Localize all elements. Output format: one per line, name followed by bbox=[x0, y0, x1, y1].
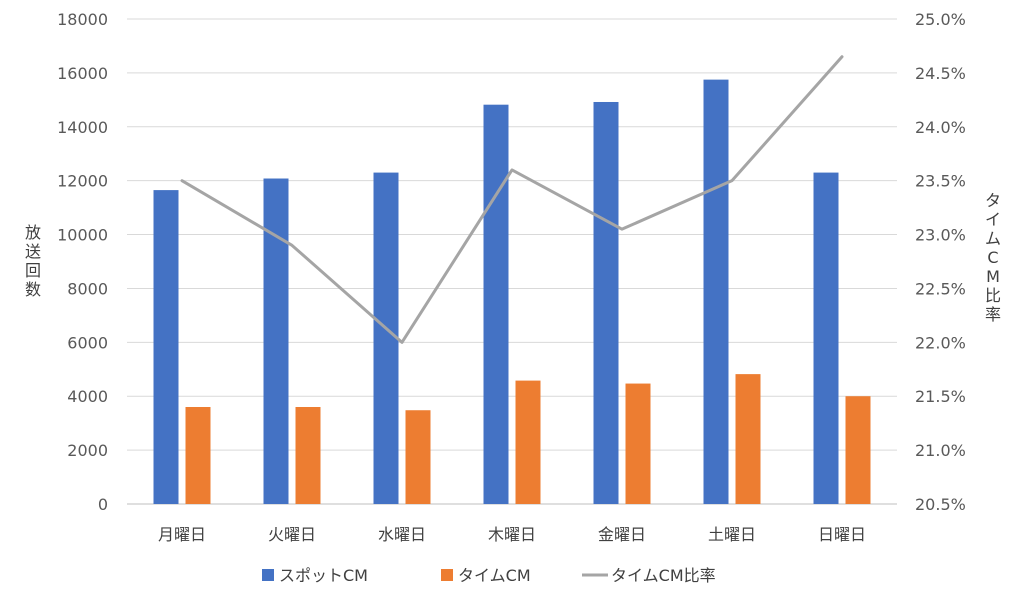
legend-label: タイムCM bbox=[458, 566, 531, 585]
gridlines bbox=[127, 18, 897, 505]
left-tick-label: 6000 bbox=[67, 333, 108, 352]
left-tick-label: 2000 bbox=[67, 441, 108, 460]
right-tick-label: 25.0% bbox=[915, 10, 966, 29]
category-label: 日曜日 bbox=[818, 525, 866, 544]
bar-spot-cm-2 bbox=[373, 172, 399, 505]
legend-item-time-cm-ratio[interactable]: タイムCM比率 bbox=[582, 566, 716, 585]
left-tick-label: 16000 bbox=[57, 64, 108, 83]
legend-item-time-cm[interactable]: タイムCM bbox=[441, 566, 531, 585]
bar-spot-cm-6 bbox=[813, 172, 839, 505]
bar-time-cm-2 bbox=[405, 410, 431, 504]
right-tick-label: 24.5% bbox=[915, 64, 966, 83]
bar-time-cm-1 bbox=[295, 407, 321, 504]
left-tick-label: 0 bbox=[98, 495, 108, 514]
bar-time-cm-3 bbox=[515, 380, 541, 504]
left-axis-ticks: 0 2000 4000 6000 8000 10000 12000 14000 16000 180… bbox=[57, 10, 108, 514]
right-tick-label: 23.5% bbox=[915, 172, 966, 191]
left-tick-label: 4000 bbox=[67, 387, 108, 406]
bar-time-cm-5 bbox=[735, 374, 761, 504]
category-label: 木曜日 bbox=[488, 525, 536, 544]
bar-spot-cm-5 bbox=[703, 79, 729, 504]
legend-swatch bbox=[441, 569, 453, 581]
left-axis-title-text: 放送回数 bbox=[25, 223, 41, 299]
right-tick-label: 24.0% bbox=[915, 118, 966, 137]
bar-spot-cm-0 bbox=[153, 190, 179, 504]
legend[interactable]: スポットCM タイムCM タイムCM比率 bbox=[262, 566, 716, 585]
category-label: 土曜日 bbox=[708, 525, 756, 544]
bar-spot-cm-1 bbox=[263, 178, 289, 504]
category-label: 水曜日 bbox=[378, 525, 426, 544]
left-tick-label: 8000 bbox=[67, 279, 108, 298]
ratio-line bbox=[180, 55, 844, 344]
bar-time-cm-6 bbox=[845, 396, 871, 504]
right-tick-label: 23.0% bbox=[915, 226, 966, 245]
right-tick-label: 22.5% bbox=[915, 279, 966, 298]
left-tick-label: 18000 bbox=[57, 10, 108, 29]
bars bbox=[153, 79, 871, 505]
right-axis-title: タイム C M 比率 bbox=[985, 191, 1001, 324]
category-labels: 月曜日 火曜日 水曜日 木曜日 金曜日 土曜日 日曜日 bbox=[158, 525, 866, 544]
right-axis-title-text: タイム C M 比率 bbox=[985, 191, 1001, 324]
category-label: 月曜日 bbox=[158, 525, 206, 544]
right-tick-label: 20.5% bbox=[915, 495, 966, 514]
right-tick-label: 22.0% bbox=[915, 333, 966, 352]
legend-item-spot-cm[interactable]: スポットCM bbox=[262, 566, 368, 585]
legend-label: タイムCM比率 bbox=[611, 566, 716, 585]
category-label: 火曜日 bbox=[268, 525, 316, 544]
legend-swatch bbox=[262, 569, 274, 581]
right-tick-label: 21.0% bbox=[915, 441, 966, 460]
left-tick-label: 14000 bbox=[57, 118, 108, 137]
category-label: 金曜日 bbox=[598, 525, 646, 544]
bar-time-cm-0 bbox=[185, 407, 211, 504]
bar-time-cm-4 bbox=[625, 383, 651, 504]
bar-spot-cm-3 bbox=[483, 104, 509, 504]
left-tick-label: 12000 bbox=[57, 172, 108, 191]
bar-spot-cm-4 bbox=[593, 101, 619, 504]
left-axis-title: 放送回数 bbox=[25, 223, 41, 299]
right-axis-ticks: 20.5% 21.0% 21.5% 22.0% 22.5% 23.0% 23.5% 24.0%… bbox=[915, 10, 966, 514]
legend-label: スポットCM bbox=[279, 566, 368, 585]
left-tick-label: 10000 bbox=[57, 226, 108, 245]
right-tick-label: 21.5% bbox=[915, 387, 966, 406]
